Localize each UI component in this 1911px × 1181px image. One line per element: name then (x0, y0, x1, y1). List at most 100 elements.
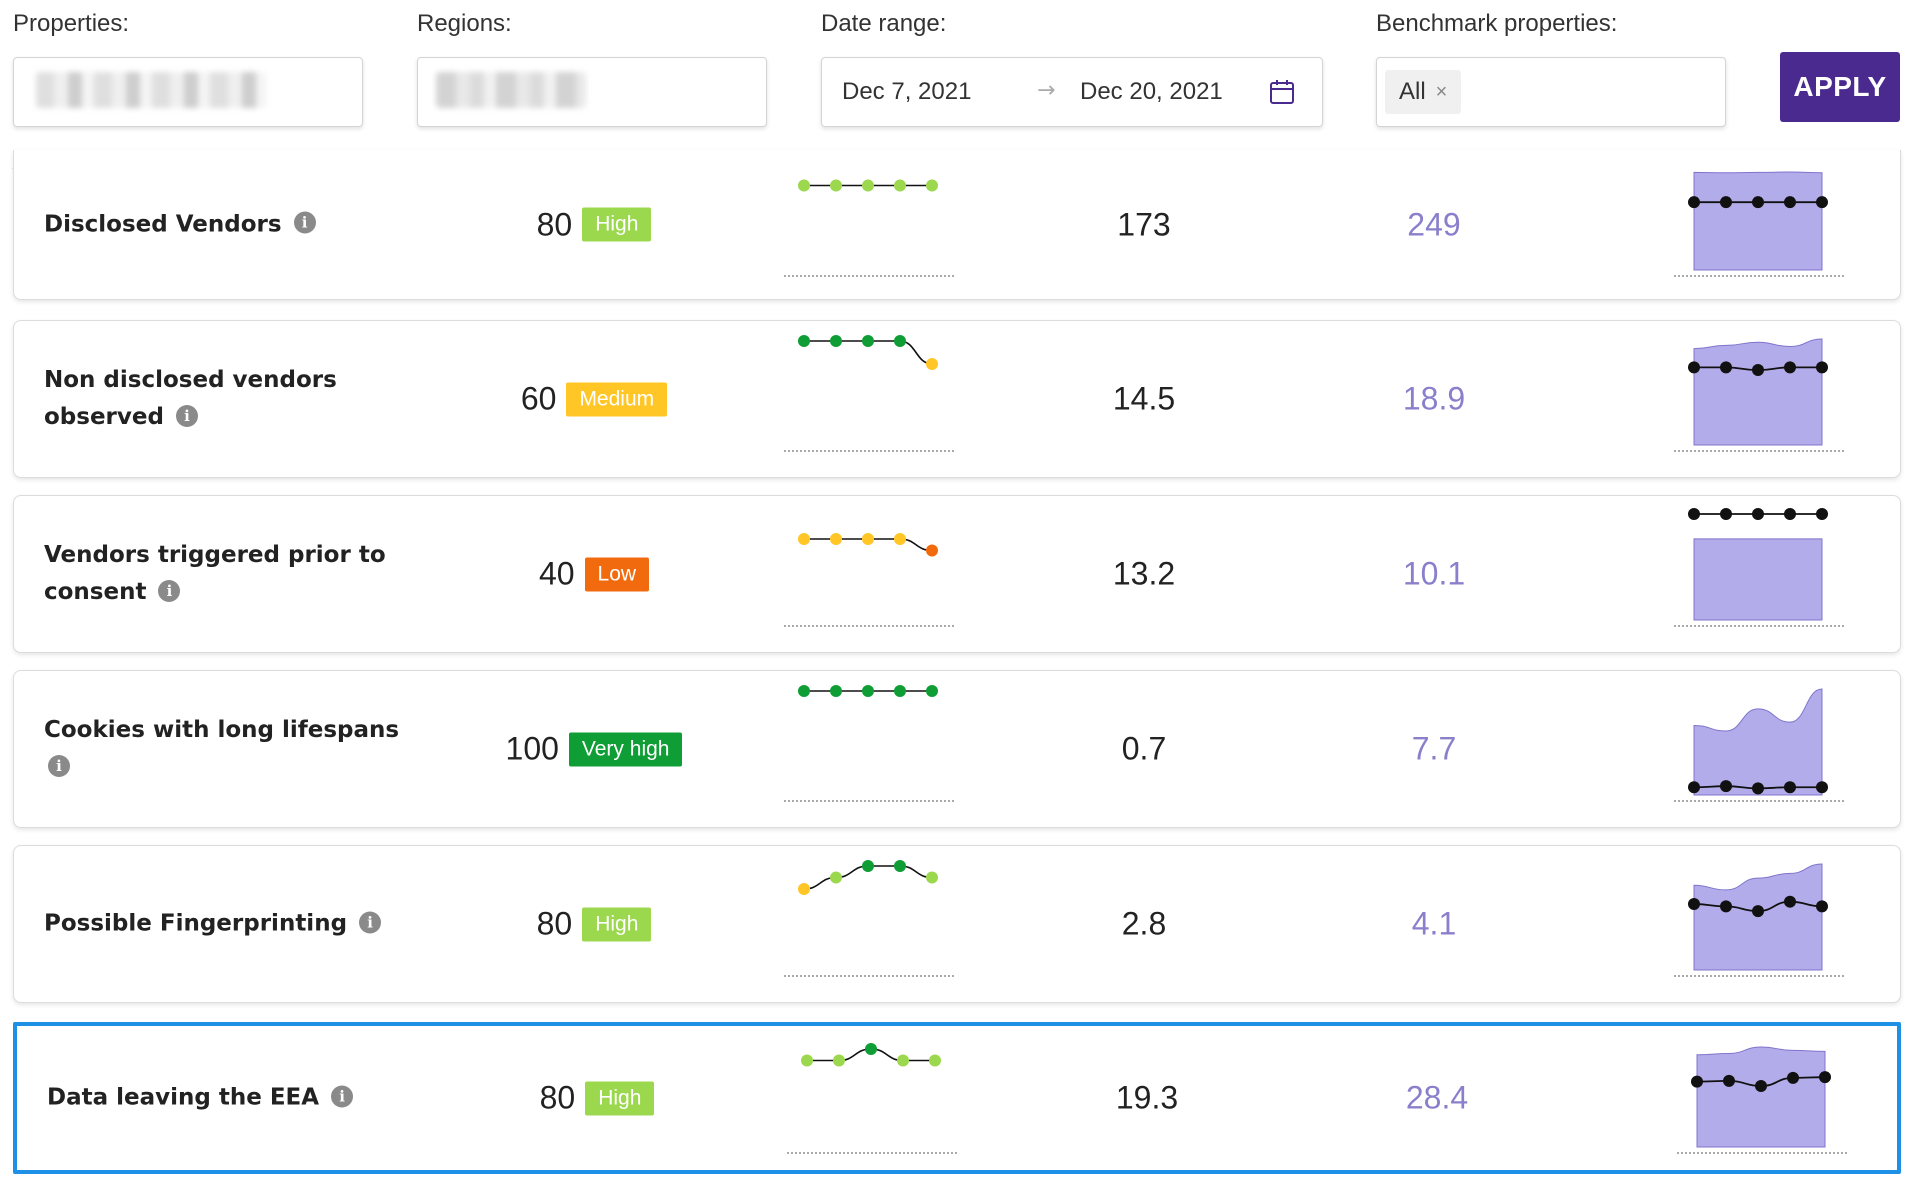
benchmark-value: 10.1 (1402, 555, 1466, 592)
score-level-badge: Medium (566, 382, 668, 416)
trend-point (862, 179, 874, 192)
trend-point (894, 179, 906, 192)
trend-point (926, 544, 938, 557)
score-value: 80 (539, 1079, 576, 1116)
trend-point (897, 1054, 909, 1067)
table-row[interactable]: Cookies with long lifespans i 100 Very hig… (13, 670, 1901, 828)
trend-point (798, 533, 810, 545)
score-value: 40 (538, 555, 575, 592)
score-trend-sparkline (784, 335, 956, 452)
regions-select[interactable] (417, 57, 767, 127)
info-icon[interactable]: i (175, 404, 198, 427)
trend-point (926, 871, 938, 884)
score-level-badge: Low (584, 557, 650, 591)
trend-point (798, 883, 810, 895)
benchmark-sparkline (1674, 688, 1846, 802)
benchmark-point (1720, 196, 1732, 209)
benchmark-point (1819, 1071, 1831, 1084)
score-value: 80 (536, 905, 573, 942)
score-level-badge: High (585, 1081, 655, 1115)
benchmark-value: 249 (1407, 206, 1461, 242)
metric-label: Data leaving the EEA (47, 1084, 320, 1111)
benchmark-point (1784, 196, 1796, 209)
benchmark-point (1752, 905, 1764, 918)
benchmark-point (1784, 781, 1796, 794)
info-icon[interactable]: i (359, 911, 382, 933)
metric-value: 0.7 (1121, 730, 1167, 767)
benchmark-point (1691, 1075, 1703, 1088)
redacted-region-value (436, 72, 586, 108)
trend-point (798, 685, 810, 697)
apply-button[interactable]: APPLY (1780, 52, 1900, 122)
benchmark-point (1688, 361, 1700, 374)
score-trend-sparkline (784, 533, 956, 627)
benchmark-properties-select[interactable]: All × (1376, 57, 1726, 127)
benchmark-point (1752, 782, 1764, 795)
metric-value: 13.2 (1112, 555, 1176, 592)
table-row[interactable]: Non disclosed vendors observed i 60 Medium… (13, 320, 1901, 478)
trend-point (862, 685, 874, 697)
benchmark-point (1816, 361, 1828, 374)
trend-point (798, 335, 810, 347)
info-icon[interactable]: i (158, 579, 181, 602)
score-value: 60 (520, 380, 557, 417)
benchmark-tag: All × (1385, 70, 1462, 114)
score-trend-sparkline (784, 860, 956, 977)
info-icon[interactable]: i (48, 754, 70, 777)
score-value: 100 (505, 730, 559, 767)
benchmark-point (1816, 196, 1828, 209)
benchmark-sparkline (1677, 1046, 1849, 1154)
metric-name: Cookies with long lifespans i (44, 712, 404, 786)
score-level-badge: Very high (568, 732, 683, 766)
trend-point (830, 685, 842, 697)
table-row[interactable]: Vendors triggered prior to consent i 40 Lo… (13, 495, 1901, 653)
trend-point (894, 685, 906, 697)
benchmark-point (1816, 900, 1828, 913)
metric-value: 2.8 (1121, 905, 1167, 942)
benchmark-point (1784, 895, 1796, 908)
benchmark-area (1693, 688, 1823, 796)
date-start-input[interactable]: Dec 7, 2021 (842, 78, 972, 105)
metric-label: Disclosed Vendors (44, 211, 282, 237)
score-level-badge: High (582, 907, 652, 941)
trend-point (926, 358, 938, 370)
close-icon[interactable]: × (1435, 80, 1448, 103)
benchmark-point (1816, 508, 1828, 520)
info-icon[interactable]: i (331, 1085, 354, 1107)
benchmark-point (1688, 508, 1700, 520)
metric-name: Disclosed Vendors i (44, 206, 404, 243)
benchmark-tag-label: All (1399, 78, 1426, 105)
table-row[interactable]: Possible Fingerprinting i 80 High 2.8 4.1 (13, 845, 1901, 1003)
table-row[interactable]: Disclosed Vendors i 80 High 173 249 (13, 150, 1901, 300)
benchmark-area (1693, 538, 1823, 621)
benchmark-area (1696, 1046, 1826, 1148)
benchmark-value: 28.4 (1405, 1079, 1469, 1116)
properties-select[interactable] (13, 57, 363, 127)
regions-label: Regions: (417, 10, 512, 37)
benchmark-point (1752, 196, 1764, 209)
score-cell: 40 Low (454, 556, 734, 593)
benchmark-value: 4.1 (1411, 905, 1457, 942)
benchmark-point (1723, 1074, 1735, 1087)
metric-value: 173 (1117, 206, 1171, 242)
benchmark-point (1787, 1071, 1799, 1084)
calendar-icon[interactable] (1268, 78, 1296, 106)
metric-label: Cookies with long lifespans (44, 717, 400, 743)
benchmark-point (1688, 898, 1700, 911)
score-level-badge: High (582, 207, 652, 242)
benchmark-point (1688, 196, 1700, 209)
date-end-input[interactable]: Dec 20, 2021 (1080, 78, 1223, 105)
benchmark-point (1720, 900, 1732, 913)
score-trend-sparkline (784, 179, 956, 277)
benchmark-sparkline (1674, 863, 1846, 977)
benchmark-area (1693, 171, 1823, 271)
benchmark-point (1720, 508, 1732, 520)
benchmark-point (1720, 780, 1732, 793)
trend-point (801, 1054, 813, 1067)
metric-value: 19.3 (1115, 1079, 1179, 1116)
benchmark-point (1720, 361, 1732, 374)
benchmark-sparkline (1674, 171, 1846, 277)
table-row[interactable]: Data leaving the EEA i 80 High 19.3 28.4 (13, 1022, 1901, 1174)
info-icon[interactable]: i (293, 211, 316, 234)
date-range-picker[interactable]: Dec 7, 2021 → Dec 20, 2021 (821, 57, 1323, 127)
